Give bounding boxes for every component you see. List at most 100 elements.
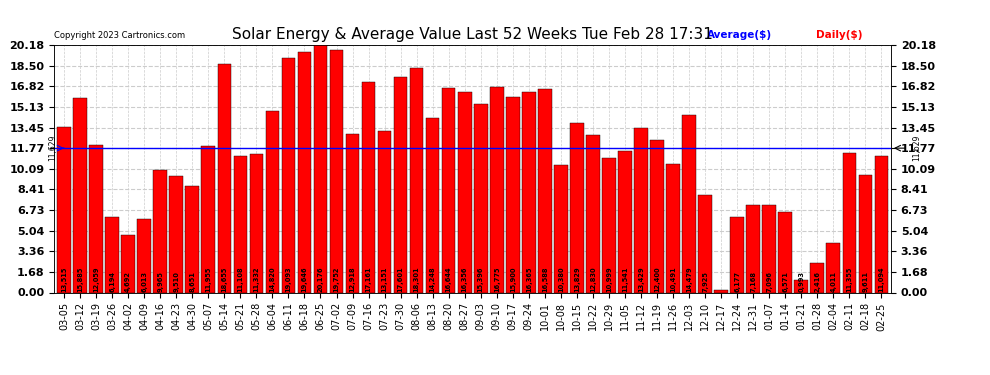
Text: 13,429: 13,429: [638, 266, 644, 292]
Text: 12,400: 12,400: [654, 266, 660, 292]
Text: 6,013: 6,013: [142, 271, 148, 292]
Text: 10,999: 10,999: [606, 266, 612, 292]
Bar: [234, 156, 248, 292]
Text: 12,059: 12,059: [93, 266, 99, 292]
Text: 15,396: 15,396: [478, 266, 484, 292]
Text: 19,646: 19,646: [301, 266, 308, 292]
Bar: [89, 145, 103, 292]
Bar: [586, 135, 600, 292]
Text: 19,093: 19,093: [285, 266, 291, 292]
Text: 9,965: 9,965: [157, 271, 163, 292]
Bar: [490, 87, 504, 292]
Bar: [650, 140, 664, 292]
Bar: [138, 219, 151, 292]
Text: 6,194: 6,194: [109, 271, 115, 292]
Text: 0,993: 0,993: [798, 271, 804, 292]
Bar: [762, 206, 776, 292]
Bar: [811, 263, 824, 292]
Text: 17,161: 17,161: [365, 266, 371, 292]
Bar: [202, 146, 215, 292]
Text: 7,925: 7,925: [702, 271, 708, 292]
Bar: [570, 123, 584, 292]
Bar: [410, 68, 424, 292]
Bar: [122, 235, 135, 292]
Text: 11,629: 11,629: [912, 135, 921, 161]
Bar: [426, 118, 440, 292]
Bar: [698, 195, 712, 292]
Bar: [458, 92, 471, 292]
Text: 19,752: 19,752: [334, 266, 340, 292]
Bar: [506, 98, 520, 292]
Text: 17,601: 17,601: [398, 266, 404, 292]
Bar: [715, 290, 728, 292]
Bar: [842, 153, 856, 292]
Text: 6,571: 6,571: [782, 271, 788, 292]
Text: 8,651: 8,651: [189, 271, 195, 292]
Bar: [666, 164, 680, 292]
Text: 14,248: 14,248: [430, 266, 436, 292]
Text: 18,655: 18,655: [222, 267, 228, 292]
Text: 14,479: 14,479: [686, 266, 692, 292]
Text: 11,541: 11,541: [622, 266, 628, 292]
Text: 11,629: 11,629: [48, 135, 56, 161]
Text: 13,151: 13,151: [381, 266, 387, 292]
Text: 15,900: 15,900: [510, 266, 516, 292]
Text: 14,820: 14,820: [269, 266, 275, 292]
Bar: [602, 158, 616, 292]
Text: Copyright 2023 Cartronics.com: Copyright 2023 Cartronics.com: [54, 31, 185, 40]
Bar: [57, 127, 71, 292]
Bar: [330, 50, 344, 292]
Title: Solar Energy & Average Value Last 52 Weeks Tue Feb 28 17:31: Solar Energy & Average Value Last 52 Wee…: [233, 27, 713, 42]
Text: 16,588: 16,588: [542, 266, 547, 292]
Text: 11,955: 11,955: [205, 267, 211, 292]
Text: 11,355: 11,355: [846, 267, 852, 292]
Text: 4,011: 4,011: [831, 271, 837, 292]
Bar: [361, 82, 375, 292]
Bar: [185, 186, 199, 292]
Bar: [281, 58, 295, 292]
Bar: [618, 151, 632, 292]
Text: 13,515: 13,515: [61, 267, 67, 292]
Bar: [827, 243, 841, 292]
Bar: [746, 205, 760, 292]
Text: 7,168: 7,168: [750, 271, 756, 292]
Bar: [635, 128, 647, 292]
Text: 16,775: 16,775: [494, 266, 500, 292]
Bar: [522, 92, 536, 292]
Bar: [265, 111, 279, 292]
Text: 12,918: 12,918: [349, 266, 355, 292]
Text: 7,096: 7,096: [766, 271, 772, 292]
Bar: [538, 89, 551, 292]
Text: 6,177: 6,177: [735, 271, 741, 292]
Text: 16,644: 16,644: [446, 266, 451, 292]
Bar: [794, 280, 808, 292]
Bar: [731, 217, 743, 292]
Text: Average($): Average($): [707, 30, 772, 40]
Text: 11,332: 11,332: [253, 266, 259, 292]
Text: 20,176: 20,176: [318, 266, 324, 292]
Bar: [874, 156, 888, 292]
Text: 2,416: 2,416: [815, 271, 821, 292]
Bar: [682, 115, 696, 292]
Text: 16,365: 16,365: [526, 266, 532, 292]
Bar: [314, 45, 328, 292]
Bar: [298, 51, 311, 292]
Bar: [554, 165, 567, 292]
Bar: [169, 176, 183, 292]
Bar: [153, 170, 167, 292]
Bar: [378, 131, 391, 292]
Text: 4,692: 4,692: [125, 271, 131, 292]
Bar: [105, 216, 119, 292]
Text: 9,510: 9,510: [173, 271, 179, 292]
Bar: [858, 175, 872, 292]
Bar: [442, 88, 455, 292]
Text: 11,108: 11,108: [238, 266, 244, 292]
Text: 16,356: 16,356: [461, 266, 467, 292]
Text: 10,380: 10,380: [558, 266, 564, 292]
Text: 18,301: 18,301: [414, 266, 420, 292]
Text: 13,829: 13,829: [574, 266, 580, 292]
Text: Daily($): Daily($): [816, 30, 862, 40]
Text: 11,094: 11,094: [878, 266, 884, 292]
Bar: [346, 134, 359, 292]
Text: 9,611: 9,611: [862, 271, 868, 292]
